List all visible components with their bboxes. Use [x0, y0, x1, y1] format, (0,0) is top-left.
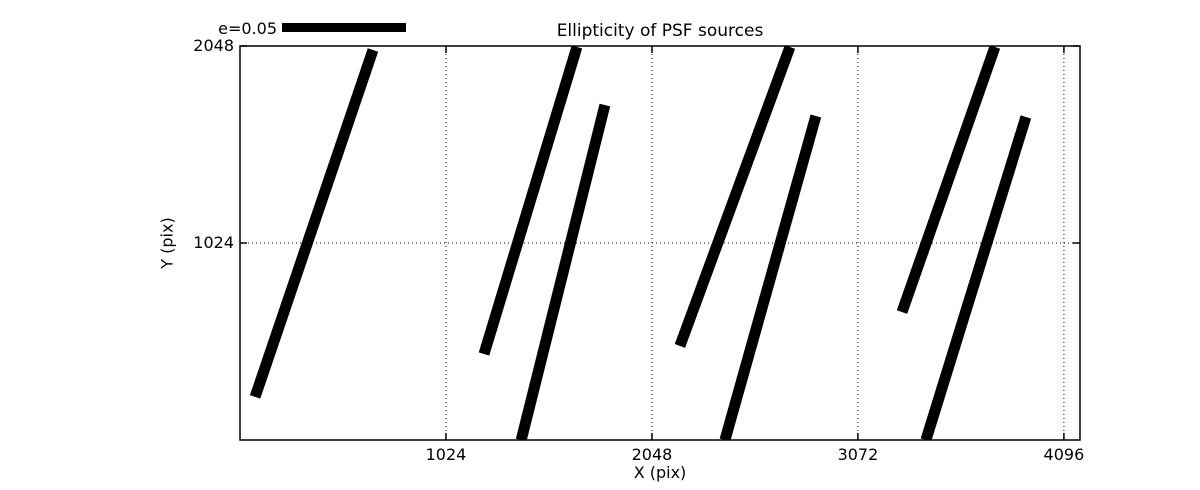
- whisker-line: [249, 48, 379, 399]
- whisker-line: [478, 46, 583, 356]
- x-axis-label: X (pix): [633, 463, 687, 482]
- whisker-line: [896, 46, 1001, 314]
- x-tick-label: 3072: [837, 445, 879, 464]
- x-tick-label: 2048: [631, 445, 673, 464]
- y-tick-label: 1024: [193, 233, 234, 252]
- whisker-line: [515, 103, 611, 440]
- whisker-group: [249, 46, 1032, 440]
- chart-title: Ellipticity of PSF sources: [556, 21, 764, 41]
- x-tick-label: 1024: [425, 445, 467, 464]
- legend-sample-line: [282, 23, 406, 32]
- whisker-line: [920, 115, 1032, 440]
- whisker-line: [674, 46, 796, 348]
- whisker-line: [719, 114, 822, 440]
- y-tick-label: 2048: [193, 36, 234, 55]
- x-tick-label: 4096: [1043, 445, 1085, 464]
- legend-label: e=0.05: [218, 19, 277, 38]
